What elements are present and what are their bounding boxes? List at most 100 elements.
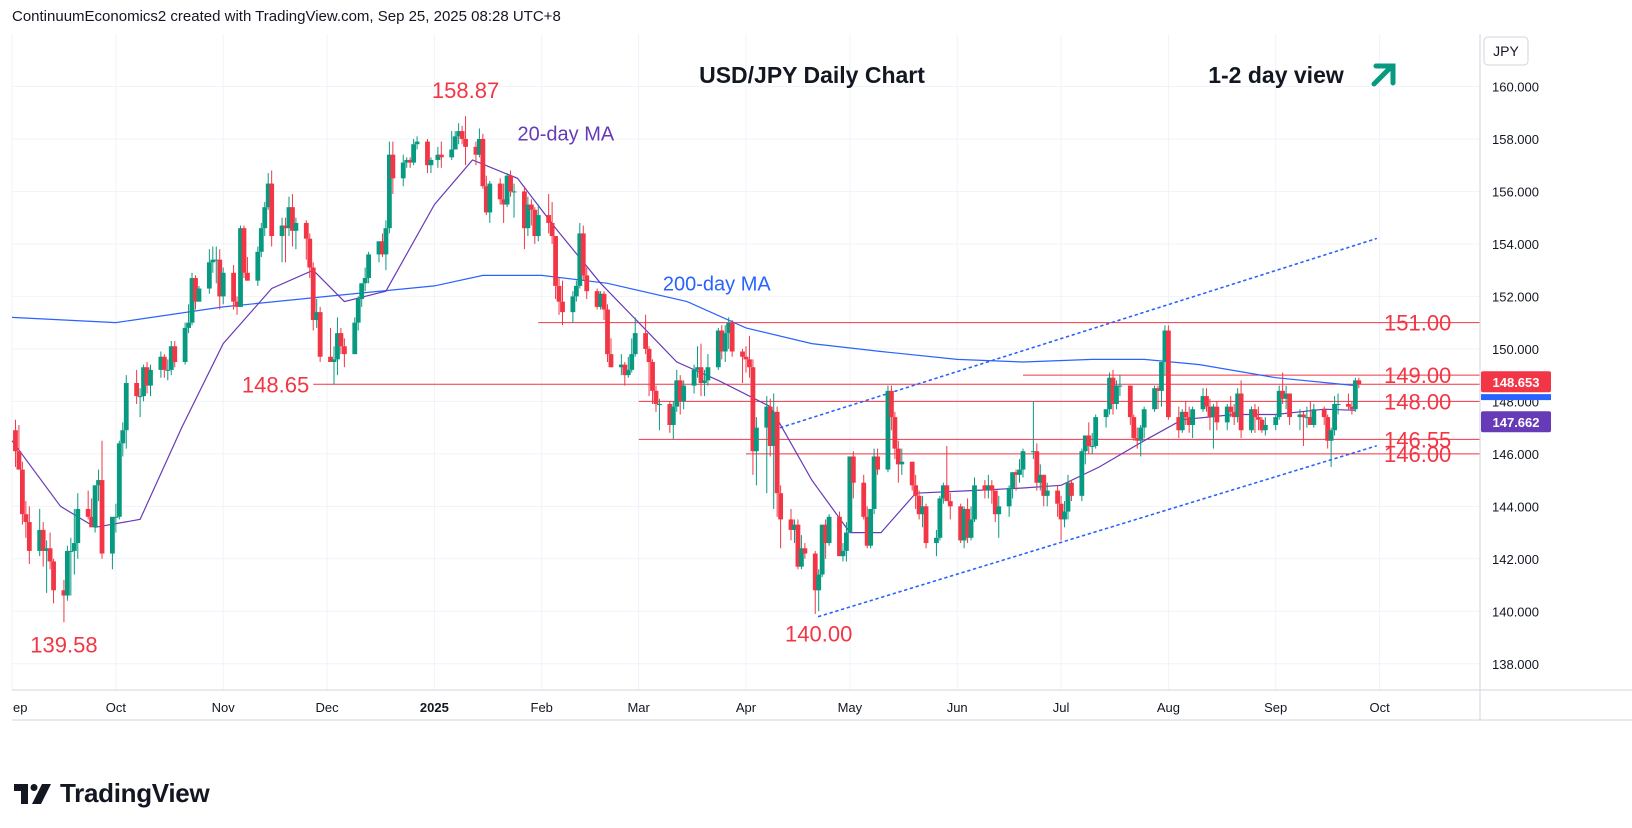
candle-body	[909, 461, 915, 486]
level-label: 148.65	[242, 372, 309, 397]
currency-box[interactable]	[1483, 36, 1529, 66]
candle-body	[1141, 409, 1147, 428]
candle-body	[823, 524, 829, 544]
candle-body	[996, 506, 1002, 515]
candle-body	[44, 548, 50, 551]
candle-body	[61, 590, 67, 596]
candle-body	[473, 146, 479, 155]
y-tick-label: 150.000	[1492, 342, 1539, 357]
candle-body	[137, 396, 143, 398]
x-tick-label: Nov	[212, 700, 236, 715]
candle-body	[210, 259, 216, 263]
candle-body	[186, 322, 191, 328]
candle-body	[795, 524, 801, 567]
candle-body	[632, 333, 638, 355]
candle-body	[875, 456, 880, 470]
candle-body	[1010, 472, 1015, 488]
candle-body	[189, 278, 195, 323]
candle-body	[778, 493, 784, 520]
candle-body	[352, 322, 358, 355]
candle-body	[1349, 406, 1355, 410]
candle-body	[940, 485, 946, 499]
y-tick-label: 152.000	[1492, 289, 1539, 304]
candle-body	[1089, 445, 1095, 447]
candle-body	[182, 327, 188, 362]
x-tick-label: Jun	[947, 700, 968, 715]
chart-subtitle: 1-2 day view	[1208, 62, 1344, 88]
candle-body	[1224, 406, 1230, 423]
candle-body	[1211, 406, 1216, 418]
candle-body	[40, 529, 46, 551]
candle-body	[310, 267, 316, 321]
candle-body	[165, 369, 171, 371]
candle-body	[646, 348, 652, 362]
candle-body	[1086, 435, 1092, 446]
candle-body	[1138, 427, 1144, 441]
candle-body	[535, 215, 541, 237]
candle-body	[556, 285, 562, 302]
candle-body	[580, 233, 586, 276]
y-tick-label: 160.000	[1492, 79, 1539, 94]
candle-body	[1103, 409, 1109, 418]
candle-body	[522, 191, 527, 229]
candle-body	[546, 215, 552, 223]
candle-body	[618, 364, 624, 368]
candle-body	[1235, 393, 1241, 418]
candle-body	[400, 162, 406, 179]
x-tick-label: Dec	[316, 700, 340, 715]
candle-body	[788, 519, 794, 530]
candle-body	[383, 228, 389, 255]
x-tick-label: Aug	[1157, 700, 1180, 715]
ma-price-tag	[1481, 411, 1551, 433]
candle-body	[362, 278, 368, 284]
candle-body	[331, 359, 337, 362]
candle-body	[961, 508, 967, 541]
candle-body	[695, 367, 700, 370]
candle-body	[840, 550, 846, 557]
candle-body	[549, 222, 555, 237]
candle-body	[1020, 451, 1026, 470]
candle-body	[1238, 393, 1244, 431]
candle-body	[889, 390, 894, 418]
candle-body	[553, 236, 558, 286]
candle-body	[657, 403, 662, 405]
candle-body	[161, 356, 167, 370]
candle-body	[719, 330, 725, 352]
ma20-line	[11, 159, 1356, 534]
candle-body	[1183, 411, 1189, 418]
ma200-label: 200-day MA	[663, 274, 771, 296]
candle-body	[213, 259, 219, 261]
candle-body	[92, 485, 98, 528]
tradingview-logo[interactable]: TradingView	[14, 778, 210, 809]
candle-body	[23, 514, 29, 523]
candle-body	[411, 144, 417, 163]
x-tick-label: Oct	[106, 700, 127, 715]
candle-body	[819, 524, 825, 575]
candle-body	[504, 175, 510, 205]
candle-body	[110, 516, 115, 554]
candle-body	[850, 456, 856, 483]
candle-body	[1165, 330, 1171, 418]
candle-body	[120, 430, 126, 444]
candle-body	[196, 288, 202, 302]
candle-body	[425, 141, 430, 166]
x-tick-label: Jul	[1053, 700, 1070, 715]
candle-body	[193, 278, 198, 302]
candle-body	[1346, 403, 1351, 407]
y-tick-label: 156.000	[1492, 184, 1539, 199]
candle-body	[885, 390, 891, 470]
candle-body	[1352, 380, 1358, 410]
candle-body	[1114, 385, 1119, 404]
candle-body	[1256, 417, 1261, 420]
candle-body	[1200, 396, 1206, 410]
arrow-up-right-icon	[1371, 63, 1396, 87]
candle-body	[847, 456, 853, 533]
candle-body	[338, 333, 344, 347]
candle-body	[764, 406, 770, 428]
candle-body	[1079, 451, 1085, 496]
candle-body	[96, 480, 101, 486]
candle-body	[47, 548, 53, 562]
y-tick-label: 154.000	[1492, 237, 1539, 252]
tradingview-logo-icon	[14, 783, 51, 804]
